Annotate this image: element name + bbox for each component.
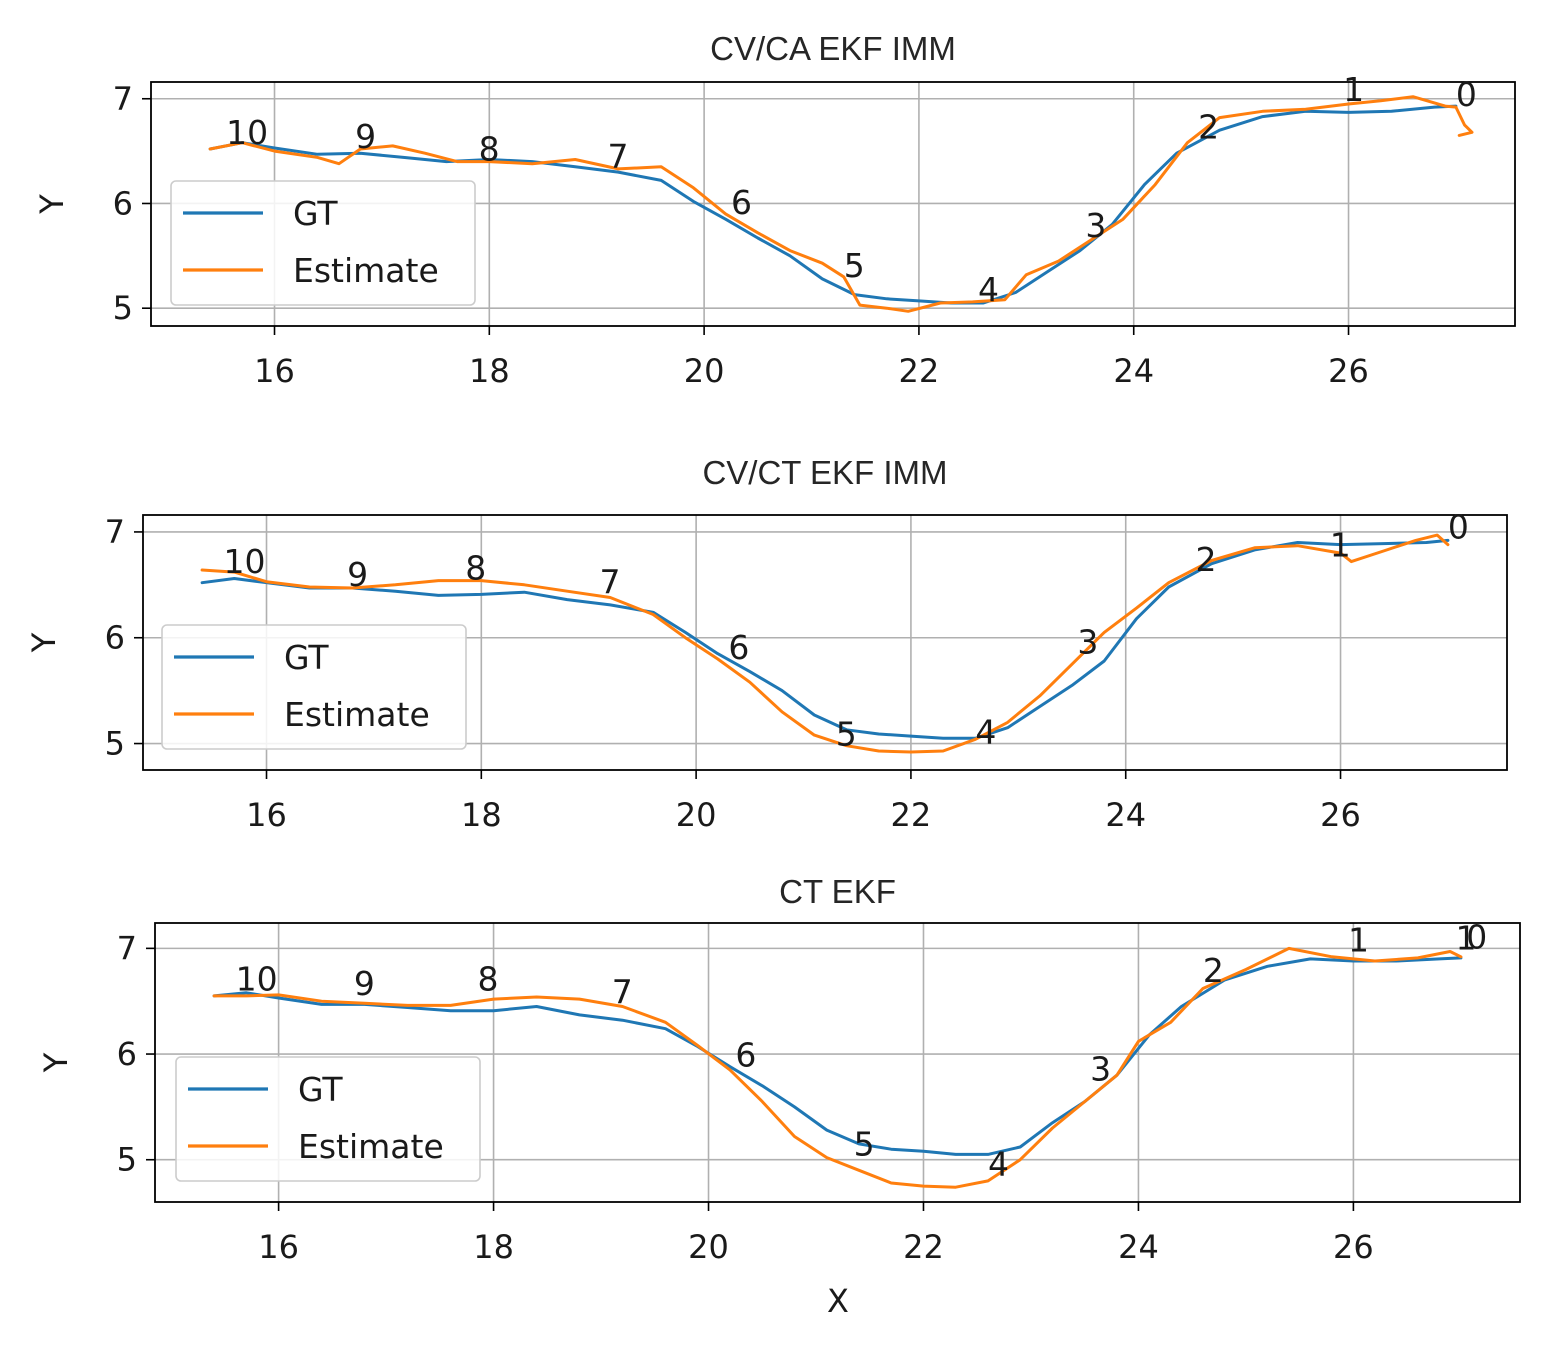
point-annotation: 2 [1203, 951, 1224, 990]
y-tick-label: 6 [113, 184, 133, 222]
point-annotation: 5 [836, 715, 857, 754]
series-line-gt [200, 538, 1450, 740]
point-annotation: 0 [1448, 507, 1469, 546]
axes-frame [142, 514, 1508, 771]
point-annotation: 6 [735, 1036, 756, 1075]
x-tick-label: 26 [1328, 352, 1369, 390]
point-annotation: 3 [1090, 1049, 1111, 1088]
legend-label-estimate: Estimate [284, 695, 430, 734]
point-annotation: 0 [1466, 917, 1487, 956]
point-annotation: 2 [1198, 108, 1219, 147]
axes-frame [154, 922, 1521, 1203]
x-tick-label: 22 [899, 352, 940, 390]
point-annotation: 6 [731, 183, 752, 222]
series-line-estimate [200, 533, 1450, 754]
point-annotation: 10 [224, 542, 266, 581]
x-tick-label: 16 [258, 1228, 299, 1266]
x-tick-label: 20 [684, 352, 725, 390]
point-annotation: 8 [477, 960, 498, 999]
x-tick-label: 20 [676, 796, 717, 834]
y-tick-label: 5 [105, 725, 125, 763]
chart-title: CT EKF [779, 873, 896, 910]
point-annotation: 5 [844, 246, 865, 285]
point-annotation: 7 [607, 137, 628, 176]
x-tick-label: 22 [903, 1228, 944, 1266]
point-annotation: 9 [355, 117, 376, 156]
point-annotation: 3 [1085, 206, 1106, 245]
point-annotation: 0 [1456, 75, 1477, 114]
y-tick-label: 7 [105, 513, 125, 551]
point-annotation: 9 [354, 964, 375, 1003]
point-annotation: 1 [1343, 70, 1364, 109]
series-line-estimate [212, 946, 1463, 1189]
y-tick-label: 5 [113, 289, 133, 327]
chart-title: CV/CT EKF IMM [702, 454, 947, 491]
x-tick-label: 20 [688, 1228, 729, 1266]
y-tick-label: 6 [105, 619, 125, 657]
x-tick-label: 24 [1105, 796, 1146, 834]
series-line-estimate [208, 95, 1474, 313]
point-annotation: 8 [465, 549, 486, 588]
chart-title: CV/CA EKF IMM [710, 30, 956, 67]
point-annotation: 1 [1330, 525, 1351, 564]
y-axis-label: Y [37, 1052, 75, 1073]
x-tick-label: 26 [1320, 796, 1361, 834]
y-tick-label: 5 [117, 1141, 137, 1179]
point-annotation: 1 [1456, 918, 1477, 957]
legend-label-gt: GT [293, 194, 338, 233]
point-annotation: 7 [612, 972, 633, 1011]
point-annotation: 4 [988, 1145, 1009, 1184]
x-tick-label: 22 [891, 796, 932, 834]
x-tick-label: 18 [461, 796, 502, 834]
x-tick-label: 18 [473, 1228, 514, 1266]
point-annotation: 6 [728, 628, 749, 667]
y-tick-label: 6 [117, 1035, 137, 1073]
point-annotation: 9 [347, 555, 368, 594]
x-tick-label: 16 [246, 796, 287, 834]
legend-label-gt: GT [298, 1070, 343, 1109]
point-annotation: 7 [599, 562, 620, 601]
x-tick-label: 26 [1333, 1228, 1374, 1266]
y-axis-label: Y [25, 632, 63, 653]
x-tick-label: 24 [1113, 352, 1154, 390]
x-tick-label: 16 [254, 352, 295, 390]
point-annotation: 10 [226, 113, 268, 152]
x-tick-label: 24 [1118, 1228, 1159, 1266]
y-axis-label: Y [33, 194, 71, 215]
legend-label-gt: GT [284, 638, 329, 677]
y-tick-label: 7 [117, 929, 137, 967]
legend-label-estimate: Estimate [298, 1127, 444, 1166]
series-line-gt [212, 956, 1463, 1156]
legend-label-estimate: Estimate [293, 251, 439, 290]
x-tick-label: 18 [469, 352, 510, 390]
point-annotation: 8 [479, 130, 500, 169]
point-annotation: 10 [236, 960, 278, 999]
point-annotation: 4 [975, 713, 996, 752]
point-annotation: 2 [1196, 540, 1217, 579]
point-annotation: 5 [854, 1125, 875, 1164]
point-annotation: 1 [1348, 921, 1369, 960]
point-annotation: 3 [1077, 623, 1098, 662]
point-annotation: 4 [978, 270, 999, 309]
x-axis-label: X [827, 1282, 849, 1320]
y-tick-label: 7 [113, 80, 133, 118]
